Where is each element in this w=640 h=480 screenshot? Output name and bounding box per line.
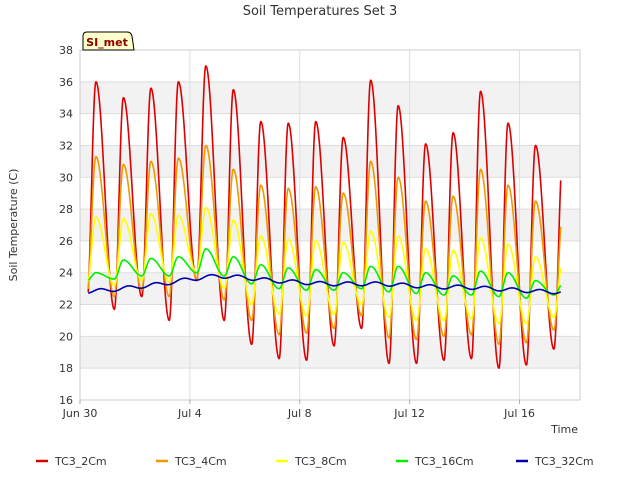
x-tick-label: Jul 16 xyxy=(503,407,535,420)
plot-band xyxy=(80,209,580,241)
plot-band xyxy=(80,336,580,369)
site-badge-label: SI_met xyxy=(86,36,128,49)
y-tick-label: 26 xyxy=(59,235,73,248)
y-tick-label: 30 xyxy=(59,171,73,184)
plot-frame xyxy=(79,49,581,401)
y-tick-label: 20 xyxy=(59,330,73,343)
legend-label: TC3_8Cm xyxy=(294,455,347,468)
x-tick-label: Jul 12 xyxy=(393,407,425,420)
x-axis-ticks: Jun 30 Jul 4 Jul 8 Jul 12 Jul 16 xyxy=(62,400,535,420)
series-line-TC3_16Cm xyxy=(87,248,562,299)
plot-band xyxy=(80,177,580,210)
plot-band xyxy=(80,113,580,146)
site-badge: SI_met xyxy=(82,31,135,51)
y-tick-label: 38 xyxy=(59,44,73,57)
x-tick-label: Jun 30 xyxy=(62,407,98,420)
y-tick-label: 36 xyxy=(59,76,73,89)
legend-label: TC3_4Cm xyxy=(174,455,227,468)
plot-band xyxy=(80,81,580,114)
series-line-TC3_32Cm xyxy=(87,273,562,295)
chart-title: Soil Temperatures Set 3 xyxy=(243,4,398,19)
y-tick-label: 34 xyxy=(59,108,73,121)
legend: TC3_2Cm TC3_4Cm TC3_8Cm TC3_16Cm TC3_32Cm xyxy=(36,455,594,468)
plot-band xyxy=(80,50,580,82)
site-badge-box xyxy=(82,31,135,51)
series-line-TC3_8Cm xyxy=(87,206,562,325)
series-line-TC3_2Cm xyxy=(87,65,562,369)
y-tick-label: 32 xyxy=(59,139,73,152)
series-line-TC3_4Cm xyxy=(87,144,562,346)
series-lines xyxy=(87,65,562,369)
y-tick-label: 24 xyxy=(59,267,73,280)
y-tick-label: 18 xyxy=(59,362,73,375)
x-axis-label: Time xyxy=(550,423,578,436)
legend-label: TC3_32Cm xyxy=(534,455,594,468)
x-tick-label: Jul 8 xyxy=(287,407,312,420)
y-axis-ticks: 16 18 20 22 24 26 28 30 32 34 36 38 xyxy=(59,44,73,407)
plot-band xyxy=(80,145,580,178)
legend-label: TC3_2Cm xyxy=(54,455,107,468)
y-tick-label: 28 xyxy=(59,203,73,216)
x-tick-label: Jul 4 xyxy=(177,407,202,420)
y-tick-label: 16 xyxy=(59,394,73,407)
y-axis-label: Soil Temperature (C) xyxy=(7,169,20,282)
y-tick-label: 22 xyxy=(59,299,73,312)
plot-band xyxy=(80,368,580,400)
legend-label: TC3_16Cm xyxy=(414,455,474,468)
